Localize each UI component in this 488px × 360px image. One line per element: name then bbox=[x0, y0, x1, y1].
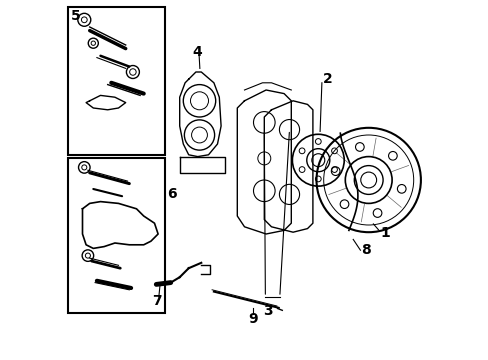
Text: 4: 4 bbox=[192, 45, 202, 59]
Text: 8: 8 bbox=[361, 243, 370, 257]
Polygon shape bbox=[179, 157, 224, 173]
Text: 3: 3 bbox=[263, 305, 272, 318]
Polygon shape bbox=[237, 90, 291, 234]
Text: 2: 2 bbox=[322, 72, 332, 86]
Text: 7: 7 bbox=[152, 294, 162, 307]
Text: 5: 5 bbox=[71, 9, 81, 23]
Polygon shape bbox=[179, 72, 221, 157]
Text: 9: 9 bbox=[248, 312, 258, 325]
Text: 1: 1 bbox=[380, 226, 389, 240]
Bar bbox=[68, 7, 165, 155]
Polygon shape bbox=[264, 101, 312, 232]
Bar bbox=[68, 158, 165, 313]
Text: 6: 6 bbox=[167, 188, 176, 201]
